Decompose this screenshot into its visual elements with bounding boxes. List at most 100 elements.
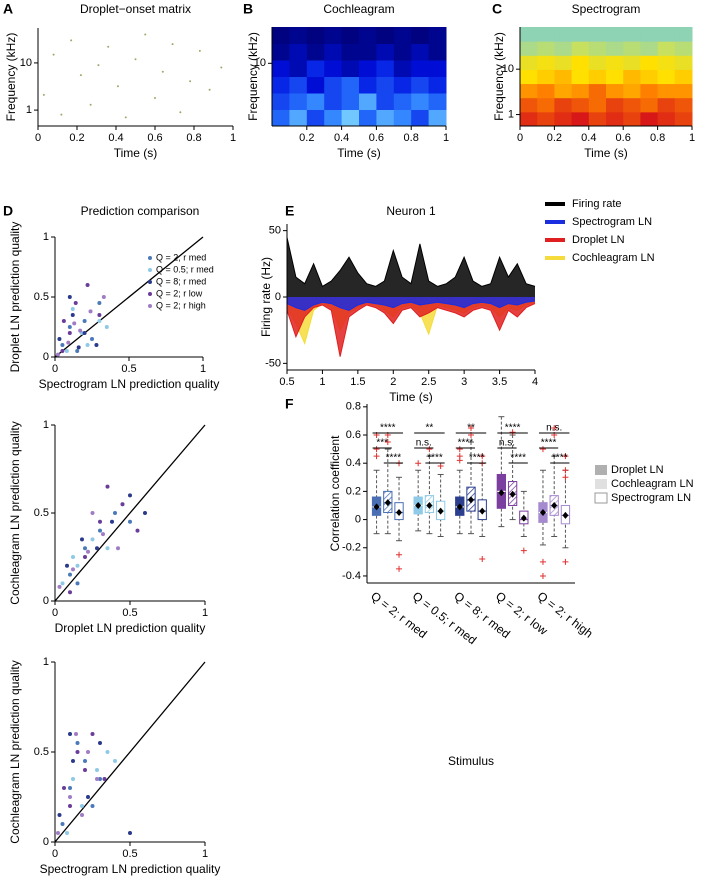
scatter-point: [75, 581, 80, 586]
x-axis-label: Droplet LN prediction quality: [55, 621, 206, 635]
heatmap-cell: [376, 93, 395, 110]
chart-title: Neuron 1: [386, 204, 436, 218]
legend-marker: [594, 492, 608, 504]
scatter-point: [124, 116, 127, 119]
scatter-point: [110, 519, 114, 524]
y-axis-label: Correlation coefficient: [328, 435, 342, 552]
scatter-point: [68, 786, 72, 790]
legend-label: Q = 0.5; r med: [156, 264, 214, 274]
x-tick-label: 0.4: [334, 132, 349, 144]
heatmap-cell: [324, 109, 343, 127]
outlier: [396, 551, 403, 558]
scatter-point: [90, 511, 95, 515]
heatmap-cell: [324, 43, 343, 61]
outlier: [520, 547, 527, 554]
scatter-point: [104, 325, 109, 329]
area-fill: [287, 297, 535, 357]
heatmap-cell: [272, 76, 290, 94]
scatter-point: [95, 546, 99, 551]
heatmap-cell: [674, 97, 693, 113]
scatter-point: [80, 537, 84, 542]
scatter-point: [79, 74, 82, 77]
y-tick-label: 1: [43, 231, 49, 243]
y-axis-label: Cochleagram LN prediction quality: [8, 421, 22, 604]
x-axis-label: Time (s): [584, 146, 628, 160]
scatter-point: [113, 759, 117, 763]
x-tick-label: 0.2: [299, 132, 314, 144]
scatter-point: [75, 750, 80, 754]
y-axis-label: Frequency (kHz): [4, 33, 18, 122]
scatter-point: [97, 313, 102, 317]
heatmap-cell: [657, 27, 676, 42]
heatmap-cell: [272, 60, 290, 77]
panel-letter: B: [243, 1, 253, 17]
scatter-point: [57, 337, 62, 341]
heatmap-cell: [272, 109, 290, 127]
panel-letter: F: [285, 396, 294, 412]
mean-marker: [426, 501, 433, 509]
scatter-point: [80, 804, 84, 808]
significance-label: ****: [510, 453, 526, 464]
y-tick-label: -0.2: [342, 542, 361, 554]
x-tick-label: 0.5: [279, 376, 294, 388]
scatter-point: [154, 97, 156, 100]
heatmap-cell: [588, 111, 607, 127]
heatmap-cell: [623, 69, 641, 85]
heatmap-cell: [657, 41, 676, 56]
plot-area: [520, 27, 693, 127]
panel-letter: E: [285, 203, 294, 219]
heatmap-cell: [537, 83, 555, 99]
y-tick-label: 0: [275, 291, 281, 303]
heatmap-cell: [393, 93, 412, 110]
heatmap-cell: [341, 60, 360, 77]
scatter-point: [116, 546, 120, 551]
scatter-point: [70, 39, 73, 42]
outlier: [551, 424, 558, 431]
scatter-point: [60, 113, 63, 116]
scatter-point: [55, 352, 60, 357]
outlier: [426, 446, 433, 453]
x-tick-label: 0.4: [108, 132, 123, 144]
scatter-point: [101, 532, 105, 537]
scatter-point: [82, 319, 87, 323]
scatter-point: [67, 325, 72, 329]
heatmap-cell: [657, 111, 676, 127]
y-tick-label: 0.8: [346, 401, 361, 413]
scatter-point: [67, 331, 72, 335]
scatter-point: [70, 307, 75, 311]
y-tick-label: 10: [254, 57, 266, 69]
mean-marker: [415, 501, 422, 509]
heatmap-cell: [571, 97, 590, 113]
heatmap-cell: [674, 41, 693, 56]
heatmap-cell: [359, 43, 377, 61]
y-tick-label: 1: [43, 419, 49, 431]
heatmap-cell: [606, 55, 624, 70]
outlier: [539, 558, 546, 565]
scatter-point: [83, 555, 87, 559]
heatmap-cell: [324, 93, 343, 110]
heatmap-cell: [393, 27, 412, 44]
panel-5: 0 0.5 1 0 0.5 1 Spectrogram LN prediction qual…: [8, 656, 220, 876]
scatter-point: [88, 309, 93, 314]
scatter-point: [68, 572, 72, 577]
scatter-point: [90, 804, 95, 808]
heatmap-cell: [411, 43, 430, 61]
heatmap-cell: [588, 27, 607, 42]
heatmap-cell: [324, 76, 343, 94]
x-tick-label: 0.8: [650, 132, 665, 144]
heatmap-cell: [657, 55, 676, 70]
heatmap-cell: [606, 97, 624, 113]
outlier: [562, 474, 569, 481]
y-tick-label: 0.5: [34, 291, 49, 303]
mean-marker: [551, 501, 558, 509]
legend-label: Q = 8; r med: [156, 276, 206, 286]
scatter-point: [86, 795, 90, 799]
plot-area: [54, 424, 206, 602]
mean-marker: [373, 503, 380, 511]
heatmap-cell: [341, 27, 360, 44]
mean-marker: [539, 509, 546, 517]
heatmap-cell: [341, 109, 360, 127]
scatter-point: [135, 528, 140, 533]
heatmap-cell: [674, 69, 693, 85]
heatmap-cell: [640, 41, 659, 56]
